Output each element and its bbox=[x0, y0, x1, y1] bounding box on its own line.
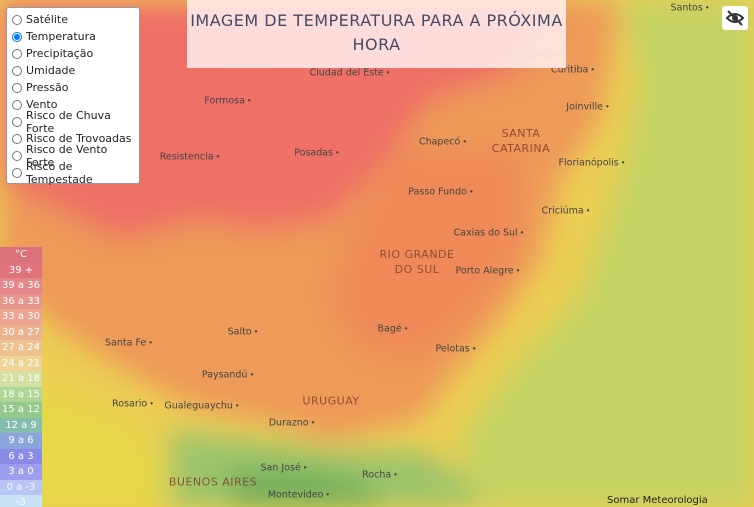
legend-range: 36 a 33 bbox=[0, 293, 42, 309]
layer-label: Precipitação bbox=[26, 47, 94, 60]
layer-option[interactable]: Risco de Trovoadas bbox=[12, 130, 139, 147]
place-label: Montevideo bbox=[268, 490, 330, 501]
place-label: Pelotas bbox=[436, 344, 477, 355]
layer-label: Risco de Vento Forte bbox=[26, 142, 108, 169]
place-label: Florianópolis bbox=[559, 158, 626, 169]
place-label: Chapecó bbox=[419, 137, 467, 148]
place-label: Caxias do Sul bbox=[454, 228, 525, 239]
map-title: IMAGEM DE TEMPERATURA PARA A PRÓXIMA HOR… bbox=[187, 0, 566, 68]
layer-radio[interactable] bbox=[12, 82, 22, 93]
legend-range: 6 a 3 bbox=[0, 448, 42, 464]
temperature-legend: °C 39 +39 a 36 36 a 33 33 a 30 30 a 27 27 a … bbox=[0, 247, 42, 507]
legend-range: 18 a 15 bbox=[0, 386, 42, 402]
layer-label: Risco de Tempestade bbox=[26, 159, 93, 186]
place-label: Durazno bbox=[269, 418, 316, 429]
legend-range: 30 a 27 bbox=[0, 324, 42, 340]
place-label: Resistencia bbox=[160, 152, 221, 163]
legend-range: 0 a -3 bbox=[0, 479, 42, 495]
place-label: Gualeguaychu bbox=[164, 401, 239, 412]
legend-range: 15 a 12 bbox=[0, 402, 42, 418]
attribution: Somar Meteorologia bbox=[607, 495, 708, 506]
layer-option[interactable]: Temperatura bbox=[12, 28, 139, 45]
layer-option[interactable]: Satélite bbox=[12, 11, 139, 28]
layer-option[interactable]: Risco de Chuva Forte bbox=[12, 109, 139, 135]
place-label: Joinville bbox=[566, 102, 609, 113]
layer-label: Risco de Chuva Forte bbox=[26, 108, 111, 135]
legend-range: 39 + bbox=[0, 262, 42, 278]
layer-option[interactable]: Risco de Vento Forte bbox=[12, 143, 139, 169]
layer-label: Temperatura bbox=[26, 30, 96, 43]
layer-label: Pressão bbox=[26, 81, 69, 94]
place-label: Formosa bbox=[204, 96, 251, 107]
eye-slash-icon bbox=[725, 10, 745, 26]
legend-range: 12 a 9 bbox=[0, 417, 42, 433]
legend-range: 9 a 6 bbox=[0, 433, 42, 449]
place-label: URUGUAY bbox=[302, 394, 360, 408]
legend-range: 21 a 18 bbox=[0, 371, 42, 387]
legend-range: 33 a 30 bbox=[0, 309, 42, 325]
layer-option[interactable]: Vento bbox=[12, 96, 139, 113]
layer-label: Vento bbox=[26, 98, 58, 111]
place-label: Porto Alegre bbox=[456, 266, 521, 277]
layer-radio[interactable] bbox=[12, 150, 22, 161]
layer-option[interactable]: Pressão bbox=[12, 79, 139, 96]
legend-range: 39 a 36 bbox=[0, 278, 42, 294]
layer-radio[interactable] bbox=[12, 116, 22, 127]
layer-selector: Satélite Temperatura Precipitação Umidade Pr… bbox=[6, 7, 140, 186]
place-label: Passo Fundo bbox=[408, 187, 473, 198]
legend-range: 3 a 0 bbox=[0, 464, 42, 480]
legend-range: -3 bbox=[0, 495, 42, 507]
layer-radio[interactable] bbox=[12, 99, 22, 110]
hide-overlay-button[interactable] bbox=[722, 6, 748, 30]
legend-range: 27 a 24 bbox=[0, 340, 42, 356]
place-label: Santos bbox=[670, 3, 709, 14]
place-label: Ciudad del Este bbox=[310, 68, 391, 79]
legend-unit: °C bbox=[0, 247, 42, 263]
layer-radio[interactable] bbox=[12, 133, 22, 144]
layer-label: Umidade bbox=[26, 64, 76, 77]
place-label: Salto bbox=[228, 327, 259, 338]
layer-label: Satélite bbox=[26, 13, 68, 26]
place-label: Paysandú bbox=[202, 370, 254, 381]
place-label: Rosario bbox=[112, 399, 154, 410]
layer-radio[interactable] bbox=[12, 65, 22, 76]
layer-option[interactable]: Umidade bbox=[12, 62, 139, 79]
place-label: RIO GRANDE DO SUL bbox=[379, 248, 455, 276]
place-label: Posadas bbox=[294, 148, 340, 159]
layer-option[interactable]: Precipitação bbox=[12, 45, 139, 62]
layer-radio[interactable] bbox=[12, 31, 22, 42]
legend-range: 24 a 21 bbox=[0, 355, 42, 371]
place-label: Bagé bbox=[378, 324, 409, 335]
place-label: BUENOS AIRES bbox=[168, 475, 258, 489]
layer-radio[interactable] bbox=[12, 167, 22, 178]
layer-radio[interactable] bbox=[12, 14, 22, 25]
layer-label: Risco de Trovoadas bbox=[26, 132, 132, 145]
layer-option[interactable]: Risco de Tempestade bbox=[12, 160, 139, 186]
place-label: Rocha bbox=[362, 470, 398, 481]
place-label: Santa Fe bbox=[105, 338, 153, 349]
layer-radio[interactable] bbox=[12, 48, 22, 59]
place-label: Curitiba bbox=[551, 65, 595, 76]
place-label: San José bbox=[260, 463, 307, 474]
place-label: SANTA CATARINA bbox=[491, 127, 551, 155]
place-label: Criciúma bbox=[542, 206, 591, 217]
